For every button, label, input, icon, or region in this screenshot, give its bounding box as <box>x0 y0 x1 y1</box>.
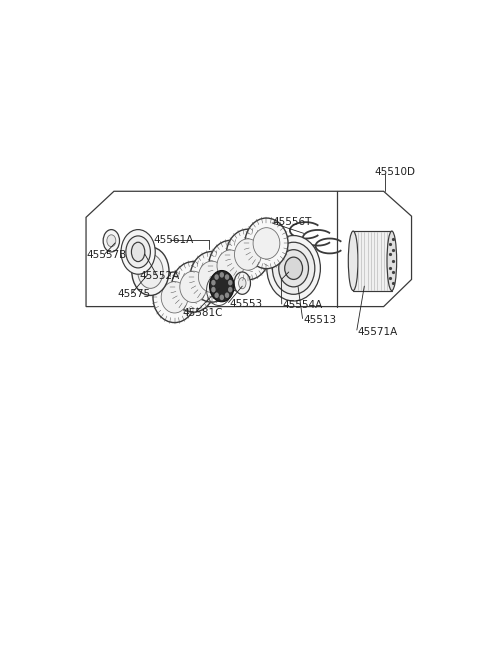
Text: 45554A: 45554A <box>282 301 323 310</box>
Text: 45513: 45513 <box>303 314 336 325</box>
Text: 45552A: 45552A <box>139 271 180 281</box>
Ellipse shape <box>245 218 288 269</box>
Ellipse shape <box>121 230 155 274</box>
Ellipse shape <box>138 254 163 288</box>
Ellipse shape <box>228 280 232 286</box>
Ellipse shape <box>210 271 234 302</box>
Ellipse shape <box>348 231 358 291</box>
Ellipse shape <box>180 271 206 303</box>
Ellipse shape <box>285 257 302 280</box>
Ellipse shape <box>172 261 215 312</box>
Ellipse shape <box>225 292 229 298</box>
Ellipse shape <box>273 242 315 294</box>
Ellipse shape <box>211 280 216 286</box>
Ellipse shape <box>153 272 196 323</box>
Ellipse shape <box>198 261 225 293</box>
Ellipse shape <box>215 274 219 280</box>
Ellipse shape <box>220 295 224 300</box>
Text: 45556T: 45556T <box>273 217 312 227</box>
Text: 45581C: 45581C <box>182 308 223 318</box>
Ellipse shape <box>190 252 233 302</box>
Text: 45571A: 45571A <box>358 327 398 337</box>
Ellipse shape <box>387 231 396 291</box>
Text: 45575: 45575 <box>118 290 151 299</box>
Ellipse shape <box>161 282 188 313</box>
Text: 45510D: 45510D <box>374 167 415 178</box>
Ellipse shape <box>217 250 244 282</box>
Polygon shape <box>353 231 392 291</box>
Ellipse shape <box>132 247 169 295</box>
Ellipse shape <box>239 278 246 289</box>
Ellipse shape <box>209 240 252 291</box>
Text: 45553: 45553 <box>229 299 263 309</box>
Ellipse shape <box>279 250 309 287</box>
Ellipse shape <box>220 272 224 278</box>
Ellipse shape <box>234 272 251 294</box>
Text: 45561A: 45561A <box>154 234 194 244</box>
Ellipse shape <box>211 287 216 292</box>
Ellipse shape <box>267 236 321 301</box>
Ellipse shape <box>132 242 145 261</box>
Ellipse shape <box>225 274 229 280</box>
Ellipse shape <box>226 229 269 280</box>
Ellipse shape <box>107 234 116 247</box>
Ellipse shape <box>228 287 232 292</box>
Ellipse shape <box>253 228 280 259</box>
Ellipse shape <box>103 230 120 252</box>
Ellipse shape <box>215 292 219 298</box>
Ellipse shape <box>235 239 261 271</box>
Text: 45557B: 45557B <box>87 250 127 259</box>
Ellipse shape <box>126 236 150 268</box>
